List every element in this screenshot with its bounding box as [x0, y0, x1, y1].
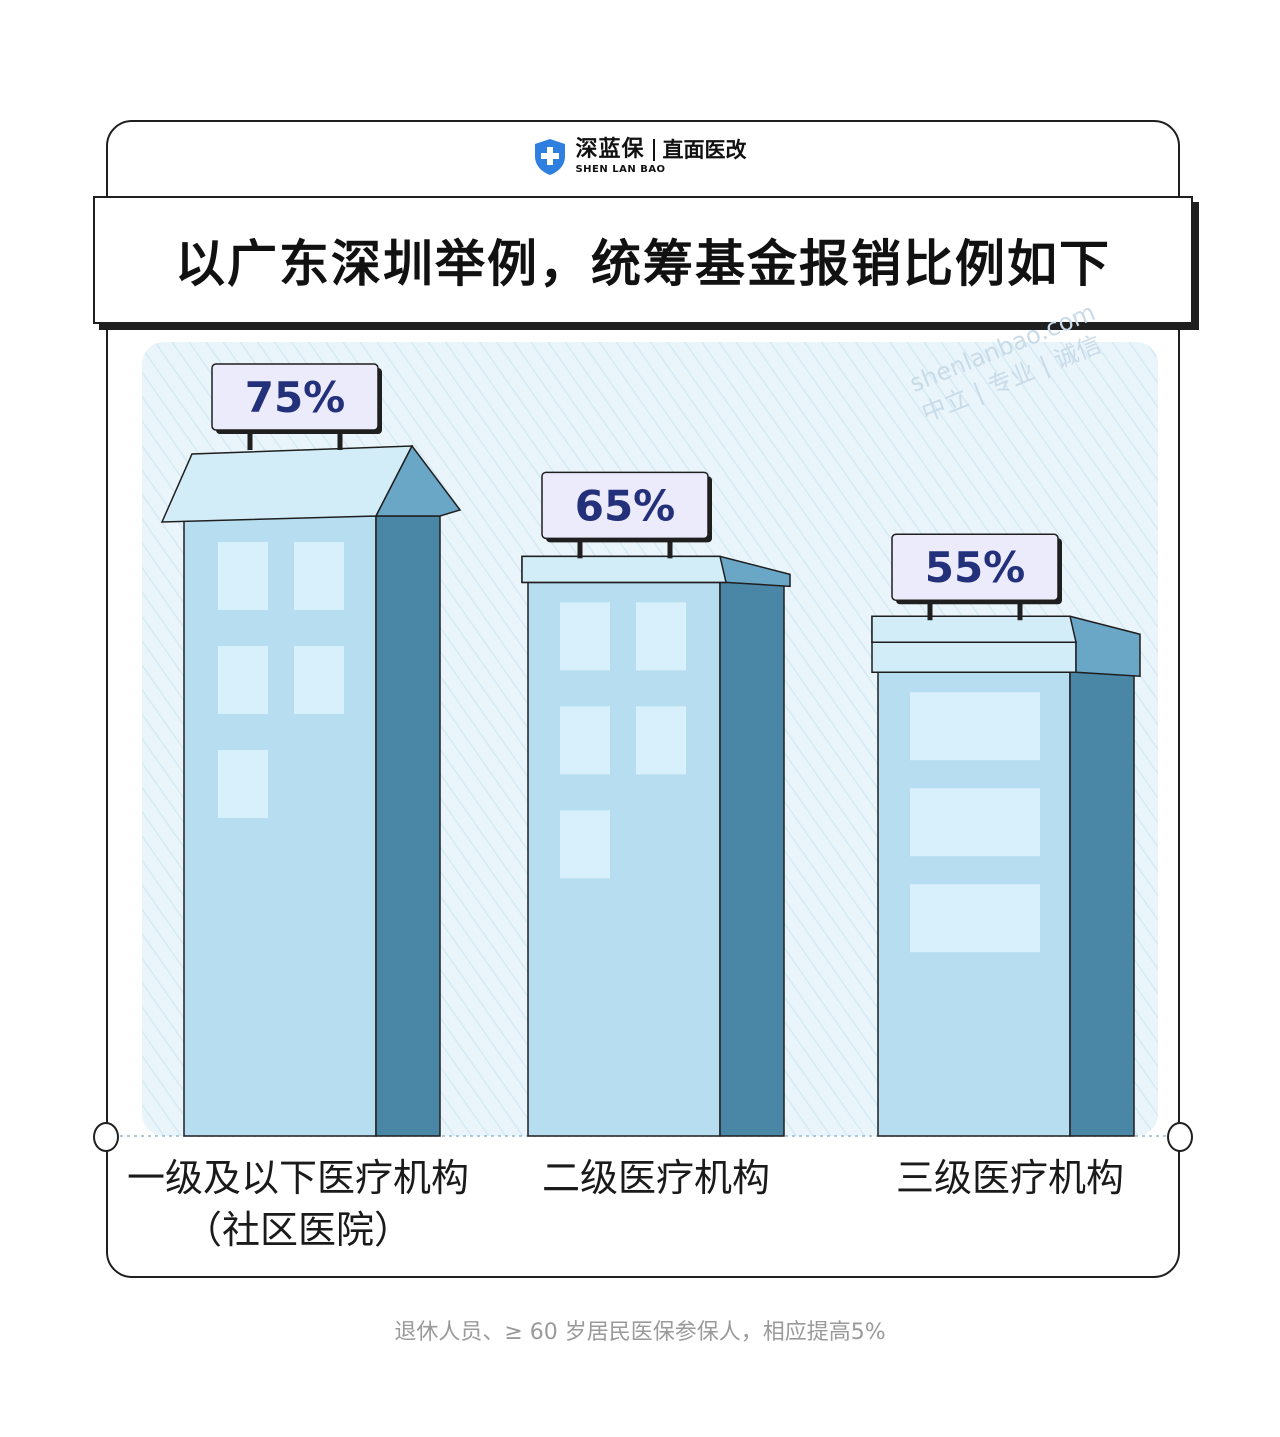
building-front-1: [183, 515, 377, 1137]
category-label-2: 二级医疗机构: [456, 1152, 856, 1204]
category-label-line: 一级及以下医疗机构: [126, 1156, 469, 1200]
category-label-1: 一级及以下医疗机构 （社区医院）: [98, 1152, 498, 1256]
card-notch-right: [1167, 1122, 1193, 1152]
window: [636, 706, 686, 775]
window: [218, 646, 268, 714]
window: [218, 750, 268, 818]
roof-top-3: [871, 641, 1077, 673]
brand-subtitle: SHEN LAN BAO: [575, 164, 666, 175]
roof-front-2: [521, 555, 727, 584]
card-notch-left: [93, 1122, 119, 1152]
building-side-3: [1069, 671, 1135, 1137]
shield-logo-icon: [535, 139, 566, 175]
window: [218, 542, 268, 610]
brand-name: 深蓝保: [575, 137, 645, 162]
value-label-1: 75%: [245, 373, 346, 422]
value-sign-1: [211, 363, 379, 431]
value-label-3: 55%: [925, 543, 1026, 592]
building-side-1: [375, 515, 441, 1137]
footnote: 退休人员、≥ 60 岁居民医保参保人，相应提高5%: [394, 1320, 886, 1345]
brand-divider: [652, 139, 655, 161]
window: [294, 646, 344, 714]
brand-slogan: 直面医改: [662, 137, 747, 162]
roof-top-1: [160, 445, 414, 523]
window: [294, 542, 344, 610]
window-wide: [910, 884, 1040, 953]
window: [560, 706, 610, 775]
value-sign-2: [541, 471, 709, 540]
window: [560, 602, 610, 671]
category-label-3: 三级医疗机构: [810, 1152, 1210, 1204]
category-label-line: （社区医院）: [183, 1208, 412, 1252]
value-sign-3: [891, 533, 1059, 601]
brand-header: 深蓝保 直面医改 SHEN LAN BAO: [0, 138, 1280, 176]
window-wide: [910, 692, 1040, 761]
building-side-2: [719, 581, 785, 1137]
window: [636, 602, 686, 671]
roof-side-1: [374, 444, 462, 517]
category-label-line: 三级医疗机构: [895, 1156, 1124, 1200]
building-front-2: [527, 581, 721, 1137]
chart-title: 以广东深圳举例，统筹基金报销比例如下: [175, 235, 1111, 293]
category-label-line: 二级医疗机构: [541, 1156, 770, 1200]
window: [560, 810, 610, 879]
roof-front-3: [871, 615, 1077, 643]
value-label-2: 65%: [575, 481, 676, 530]
window-wide: [910, 788, 1040, 857]
title-banner: 以广东深圳举例，统筹基金报销比例如下: [93, 196, 1193, 324]
